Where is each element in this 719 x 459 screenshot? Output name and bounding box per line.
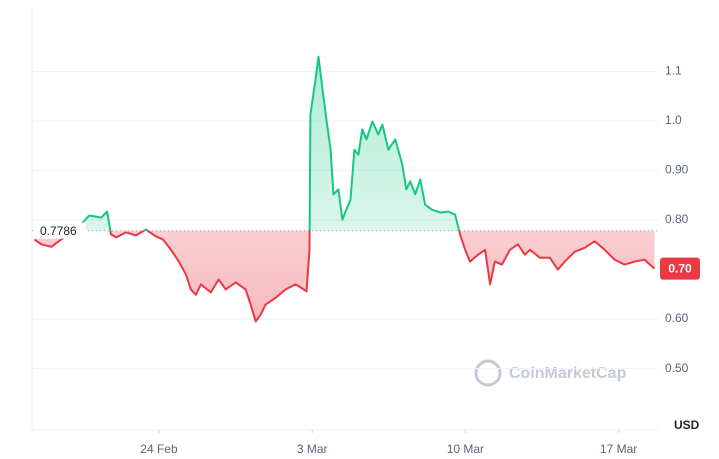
y-tick-label: 0.90 <box>665 163 689 177</box>
x-tick-label: 24 Feb <box>140 442 178 456</box>
x-tick-label: 17 Mar <box>600 442 637 456</box>
y-tick-label: 0.60 <box>665 311 689 325</box>
reference-label: 0.7786 <box>40 224 77 238</box>
price-line-above <box>72 55 461 231</box>
y-unit: USD <box>674 418 700 432</box>
last-price-label: 0.70 <box>668 262 692 276</box>
y-tick-label: 1.0 <box>665 113 682 127</box>
reference-label-bg <box>34 222 86 239</box>
last-price-badge <box>660 257 700 280</box>
x-tick-label: 3 Mar <box>297 442 328 456</box>
watermark-text: CoinMarketCap <box>509 365 627 382</box>
area-below <box>34 230 655 322</box>
watermark: CoinMarketCap <box>474 359 627 387</box>
area-above <box>34 56 655 231</box>
y-tick-label: 1.1 <box>665 64 682 78</box>
x-tick-label: 10 Mar <box>447 442 484 456</box>
price-line-below <box>33 230 656 323</box>
y-tick-label: 0.80 <box>665 212 689 226</box>
y-tick-label: 0.50 <box>665 361 689 375</box>
watermark-logo <box>474 359 502 387</box>
